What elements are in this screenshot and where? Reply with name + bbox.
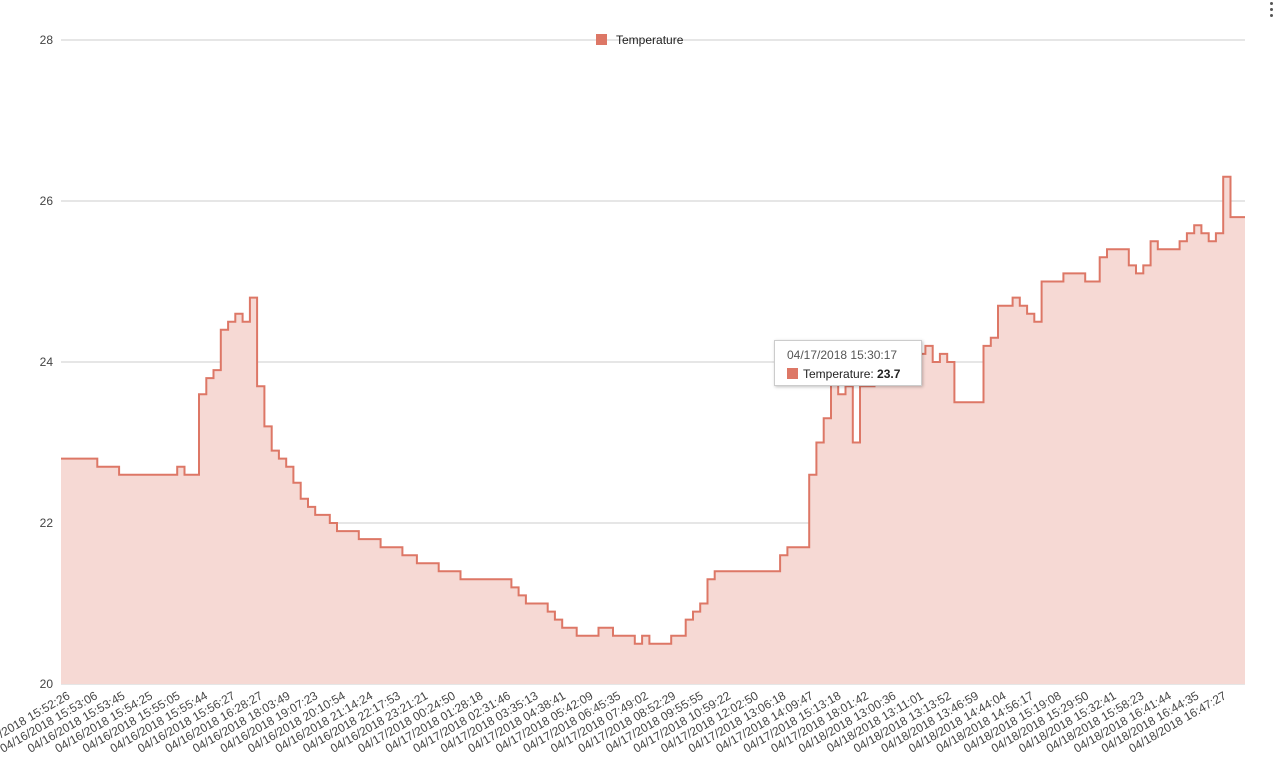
y-tick-label: 28: [40, 33, 54, 47]
tooltip-row: Temperature: 23.7: [787, 367, 909, 381]
tooltip-title: 04/17/2018 15:30:17: [787, 348, 898, 362]
y-tick-label: 22: [40, 516, 54, 530]
tooltip: 04/17/2018 15:30:17 Temperature: 23.7: [774, 340, 922, 386]
tooltip-label: Temperature:: [803, 367, 874, 381]
legend[interactable]: Temperature: [596, 33, 684, 47]
y-tick-label: 26: [40, 194, 54, 208]
legend-swatch-temperature[interactable]: [596, 34, 607, 45]
tooltip-value: 23.7: [877, 367, 901, 381]
tooltip-swatch: [787, 368, 798, 379]
temperature-area-fill: [61, 176, 1245, 685]
vertical-dots-menu-icon[interactable]: [1266, 2, 1276, 20]
legend-label-temperature[interactable]: Temperature: [616, 33, 684, 47]
y-tick-label: 24: [40, 355, 54, 369]
y-axis-ticks: 20 22 24 26 28: [40, 33, 54, 691]
temperature-series-line[interactable]: [61, 175, 1245, 645]
y-tick-label: 20: [40, 677, 54, 691]
